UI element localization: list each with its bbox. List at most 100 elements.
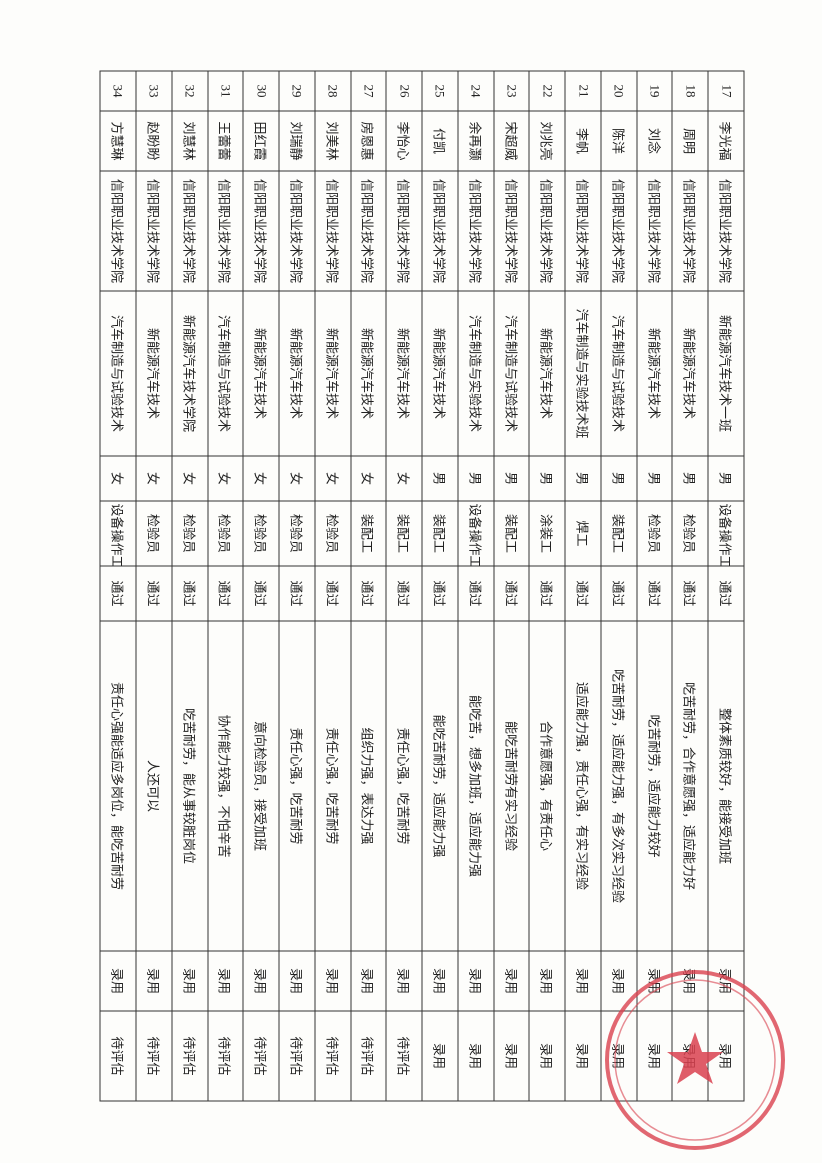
table-cell: 吃苦耐劳，适应能力较好: [636, 621, 673, 951]
table-cell: 录用: [279, 951, 315, 1011]
table-cell: 信阳职业技术学院: [636, 171, 673, 291]
table-row: 33 赵盼盼 信阳职业技术学院 新能源汽车技术女检验员 通过 人还可以 录用 待评估: [135, 71, 172, 1101]
table-cell: 男: [565, 456, 601, 501]
table-row: 31 王蕾蕾 信阳职业技术学院 汽车制造与试验技术女检验员 通过 协作能力较强，不怕辛苦录…: [207, 71, 244, 1101]
table-cell: 汽车制造与试验技术: [493, 291, 530, 456]
table-cell: 待评估: [386, 1011, 423, 1101]
table-cell: 信阳职业技术学院: [672, 171, 709, 291]
table-sheet: 17 李光福 信阳职业技术学院 新能源汽车技术一班男设备操作工 通过 整体素质较好，能接受…: [100, 71, 745, 1101]
table-cell: 赵盼盼: [135, 111, 172, 171]
table-cell: 录用: [314, 951, 351, 1011]
table-cell: 信阳职业技术学院: [350, 171, 387, 291]
table-row: 25 付凯 信阳职业技术学院 新能源汽车技术男装配工 通过 能吃苦耐劳，适应能力强 录用 录用: [422, 71, 458, 1101]
table-cell: 信阳职业技术学院: [279, 171, 315, 291]
table-cell: 信阳职业技术学院: [565, 171, 601, 291]
table-cell: 录用: [457, 951, 494, 1011]
table-cell: 能吃苦，想多加班，适应能力强: [457, 621, 494, 951]
table-cell: 录用: [493, 951, 530, 1011]
table-cell: 通过: [243, 566, 280, 621]
table-cell: 检验员: [207, 501, 244, 566]
table-cell: 装配工: [350, 501, 387, 566]
table-row: 28 刘美林 信阳职业技术学院 新能源汽车技术女检验员 通过 责任心强，吃苦耐劳 录用 待评估: [314, 71, 351, 1101]
table-row: 21 李帆 信阳职业技术学院 汽车制造与实验技术班男焊工 通过 适应能力强，责任心强，有实…: [565, 71, 601, 1101]
table: 17 李光福 信阳职业技术学院 新能源汽车技术一班男设备操作工 通过 整体素质较好，能接受…: [100, 71, 745, 1102]
table-cell: 22: [529, 71, 566, 111]
table-cell: 新能源汽车技术: [279, 291, 315, 456]
table-cell: 录用: [243, 951, 280, 1011]
table-cell: 17: [708, 71, 744, 111]
table-cell: 能吃苦耐劳有实习经验: [493, 621, 530, 951]
table-cell: 装配工: [386, 501, 423, 566]
table-cell: 通过: [135, 566, 172, 621]
table-cell: 信阳职业技术学院: [207, 171, 244, 291]
table-cell: 录用: [100, 951, 136, 1011]
table-cell: 23: [493, 71, 530, 111]
table-cell: 录用: [422, 951, 458, 1011]
table-cell: 房恩惠: [350, 111, 387, 171]
table-cell: 能吃苦耐劳，适应能力强: [422, 621, 458, 951]
table-cell: 女: [207, 456, 244, 501]
table-cell: 通过: [100, 566, 136, 621]
table-row: 27 房恩惠 信阳职业技术学院 新能源汽车技术女装配工 通过 组织力强，表达力强 录用 待评估: [350, 71, 387, 1101]
table-cell: 男: [529, 456, 566, 501]
table-cell: 25: [422, 71, 458, 111]
table-cell: 女: [279, 456, 315, 501]
table-row: 23 宋超威 信阳职业技术学院 汽车制造与试验技术男装配工 通过 能吃苦耐劳有实习经验 录用…: [493, 71, 530, 1101]
table-cell: 责任心强，吃苦耐劳: [279, 621, 315, 951]
table-cell: 待评估: [171, 1011, 208, 1101]
table-cell: 汽车制造与试验技术: [600, 291, 637, 456]
table-cell: 装配工: [600, 501, 637, 566]
table-cell: 待评估: [100, 1011, 136, 1101]
table-cell: 录用: [529, 951, 566, 1011]
table-cell: 李光福: [708, 111, 744, 171]
table-row: 22 刘兆亮 信阳职业技术学院 新能源汽车技术男涂装工 通过 合作意愿强，有责任心 录用 录用: [529, 71, 566, 1101]
table-cell: 新能源汽车技术: [636, 291, 673, 456]
table-row: 26 李怡心 信阳职业技术学院 新能源汽车技术女装配工 通过 责任心强，吃苦耐劳 录用 待评估: [386, 71, 423, 1101]
table-row: 17 李光福 信阳职业技术学院 新能源汽车技术一班男设备操作工 通过 整体素质较好，能接受…: [708, 71, 744, 1101]
table-cell: 女: [135, 456, 172, 501]
table-cell: 检验员: [636, 501, 673, 566]
table-cell: 27: [350, 71, 387, 111]
table-cell: 适应能力强，责任心强，有实习经验: [565, 621, 601, 951]
table-cell: 责任心强，吃苦耐劳: [314, 621, 351, 951]
table-cell: 20: [600, 71, 637, 111]
table-cell: 合作意愿强，有责任心: [529, 621, 566, 951]
table-cell: 通过: [600, 566, 637, 621]
table-cell: 新能源汽车技术一班: [708, 291, 744, 456]
table-cell: 信阳职业技术学院: [386, 171, 423, 291]
table-row: 34 方慧琳 信阳职业技术学院 汽车制造与试验技术女设备操作工 通过 责任心强能适应多岗位…: [100, 71, 136, 1101]
table-cell: 通过: [279, 566, 315, 621]
table-cell: 设备操作工: [100, 501, 136, 566]
table-cell: 信阳职业技术学院: [314, 171, 351, 291]
table-cell: 录用: [171, 951, 208, 1011]
table-cell: 录用: [422, 1011, 458, 1101]
table-cell: 通过: [350, 566, 387, 621]
table-cell: 28: [314, 71, 351, 111]
table-cell: 设备操作工: [457, 501, 494, 566]
table-cell: 女: [350, 456, 387, 501]
table-cell: 33: [135, 71, 172, 111]
table-cell: 刘兆亮: [529, 111, 566, 171]
table-cell: 设备操作工: [708, 501, 744, 566]
table-cell: 信阳职业技术学院: [708, 171, 744, 291]
table-cell: 人还可以: [135, 621, 172, 951]
table-cell: 检验员: [672, 501, 709, 566]
table-cell: 周明: [672, 111, 709, 171]
table-cell: 宋超威: [493, 111, 530, 171]
table-cell: 汽车制造与试验技术: [207, 291, 244, 456]
table-cell: 26: [386, 71, 423, 111]
table-cell: 男: [422, 456, 458, 501]
table-cell: 新能源汽车技术: [135, 291, 172, 456]
table-cell: 新能源汽车技术: [529, 291, 566, 456]
table-cell: 信阳职业技术学院: [243, 171, 280, 291]
table-cell: 待评估: [314, 1011, 351, 1101]
table-cell: 吃苦耐劳，能从事较脏岗位: [171, 621, 208, 951]
table-cell: 女: [243, 456, 280, 501]
table-cell: 刘慧林: [171, 111, 208, 171]
table-cell: 信阳职业技术学院: [171, 171, 208, 291]
table-cell: 信阳职业技术学院: [135, 171, 172, 291]
table-cell: 19: [636, 71, 673, 111]
table-cell: 责任心强，吃苦耐劳: [386, 621, 423, 951]
table-cell: 通过: [457, 566, 494, 621]
table-cell: 刘美林: [314, 111, 351, 171]
